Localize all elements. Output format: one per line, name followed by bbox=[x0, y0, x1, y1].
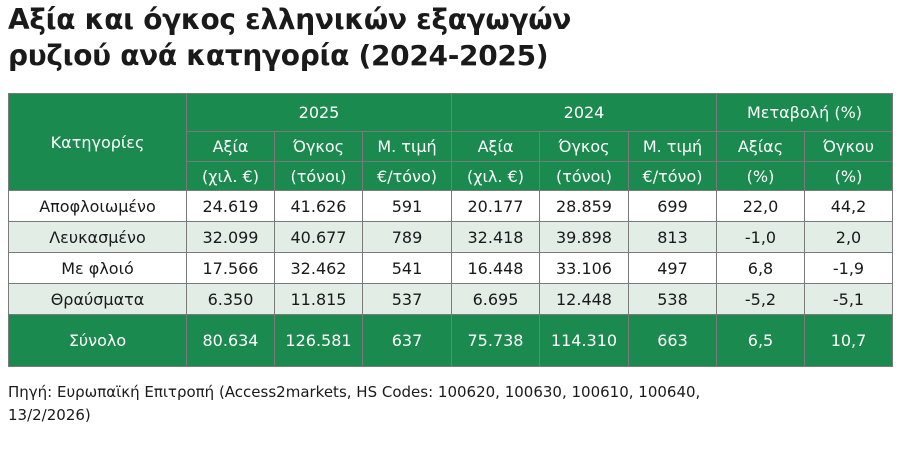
cell-2025-volume: 41.626 bbox=[274, 190, 363, 222]
row-category: Με φλοιό bbox=[8, 252, 187, 284]
header-change-value: Αξίας bbox=[716, 131, 805, 162]
header-2025-value: Αξία bbox=[186, 131, 275, 162]
cell-change-volume: 44,2 bbox=[803, 190, 894, 222]
cell-change-value: -5,2 bbox=[716, 283, 805, 315]
cell-2025-volume: 11.815 bbox=[274, 283, 363, 315]
cell-2025-value: 24.619 bbox=[186, 190, 275, 222]
cell-2025-price: 537 bbox=[362, 283, 452, 315]
source-line-2: 13/2/2026) bbox=[8, 406, 91, 424]
cell-2025-value: 6.350 bbox=[186, 283, 275, 315]
row-category: Θραύσματα bbox=[8, 283, 187, 315]
cell-2025-volume: 40.677 bbox=[274, 221, 363, 253]
cell-2025-value: 32.099 bbox=[186, 221, 275, 253]
total-2024-volume: 114.310 bbox=[539, 314, 629, 367]
cell-2025-price: 591 bbox=[362, 190, 452, 222]
source-line-1: Πηγή: Ευρωπαϊκή Επιτροπή (Access2markets… bbox=[8, 383, 701, 401]
unit-2025-value: (χιλ. €) bbox=[186, 161, 275, 191]
total-label: Σύνολο bbox=[8, 314, 187, 367]
total-2024-price: 663 bbox=[628, 314, 717, 367]
unit-2024-value: (χιλ. €) bbox=[451, 161, 540, 191]
page-title: Αξία και όγκος ελληνικών εξαγωγών ρυζιού… bbox=[8, 2, 898, 74]
unit-change-value: (%) bbox=[716, 161, 805, 191]
cell-2024-volume: 33.106 bbox=[539, 252, 629, 284]
total-2025-price: 637 bbox=[362, 314, 452, 367]
cell-2024-price: 497 bbox=[628, 252, 717, 284]
cell-2025-price: 789 bbox=[362, 221, 452, 253]
cell-2025-volume: 32.462 bbox=[274, 252, 363, 284]
cell-2024-value: 20.177 bbox=[451, 190, 540, 222]
cell-2024-price: 699 bbox=[628, 190, 717, 222]
cell-2024-value: 6.695 bbox=[451, 283, 540, 315]
total-row: Σύνολο 80.634 126.581 637 75.738 114.310… bbox=[8, 314, 894, 367]
total-change-volume: 10,7 bbox=[803, 314, 894, 367]
unit-2024-price: €/τόνο) bbox=[628, 161, 717, 191]
title-line-2: ρυζιού ανά κατηγορία (2024-2025) bbox=[8, 39, 549, 72]
cell-change-value: 22,0 bbox=[716, 190, 805, 222]
table-row: Θραύσματα 6.350 11.815 537 6.695 12.448 … bbox=[8, 283, 894, 315]
header-group-2025: 2025 bbox=[186, 93, 452, 132]
cell-change-volume: -1,9 bbox=[803, 252, 894, 284]
cell-2024-value: 32.418 bbox=[451, 221, 540, 253]
cell-2024-volume: 12.448 bbox=[539, 283, 629, 315]
title-line-1: Αξία και όγκος ελληνικών εξαγωγών bbox=[8, 3, 572, 36]
header-group-2024: 2024 bbox=[451, 93, 717, 132]
cell-change-volume: -5,1 bbox=[803, 283, 894, 315]
header-2025-price: Μ. τιμή bbox=[362, 131, 452, 162]
cell-2024-volume: 39.898 bbox=[539, 221, 629, 253]
header-category: Κατηγορίες bbox=[8, 93, 187, 191]
cell-2025-value: 17.566 bbox=[186, 252, 275, 284]
total-2025-value: 80.634 bbox=[186, 314, 275, 367]
table-row: Λευκασμένο 32.099 40.677 789 32.418 39.8… bbox=[8, 221, 894, 253]
cell-2024-price: 813 bbox=[628, 221, 717, 253]
header-change-volume: Όγκου bbox=[803, 131, 894, 162]
header-group-change: Μεταβολή (%) bbox=[715, 93, 894, 132]
header-2024-volume: Όγκος bbox=[539, 131, 629, 162]
cell-2024-volume: 28.859 bbox=[539, 190, 629, 222]
total-2024-value: 75.738 bbox=[451, 314, 540, 367]
row-category: Λευκασμένο bbox=[8, 221, 187, 253]
source-note: Πηγή: Ευρωπαϊκή Επιτροπή (Access2markets… bbox=[8, 381, 888, 427]
header-2024-value: Αξία bbox=[451, 131, 540, 162]
total-2025-volume: 126.581 bbox=[274, 314, 363, 367]
header-2024-price: Μ. τιμή bbox=[628, 131, 717, 162]
cell-2024-price: 538 bbox=[628, 283, 717, 315]
cell-change-value: -1,0 bbox=[716, 221, 805, 253]
table-row: Αποφλοιωμένο 24.619 41.626 591 20.177 28… bbox=[8, 190, 894, 222]
unit-2025-volume: (τόνοι) bbox=[274, 161, 363, 191]
cell-change-value: 6,8 bbox=[716, 252, 805, 284]
cell-2024-value: 16.448 bbox=[451, 252, 540, 284]
row-category: Αποφλοιωμένο bbox=[8, 190, 187, 222]
header-2025-volume: Όγκος bbox=[274, 131, 363, 162]
rice-exports-table: Κατηγορίες 2025 2024 Μεταβολή (%) Αξία Ό… bbox=[8, 93, 894, 367]
total-change-value: 6,5 bbox=[716, 314, 805, 367]
cell-change-volume: 2,0 bbox=[803, 221, 894, 253]
unit-2025-price: €/τόνο) bbox=[362, 161, 452, 191]
unit-change-volume: (%) bbox=[803, 161, 894, 191]
table-row: Με φλοιό 17.566 32.462 541 16.448 33.106… bbox=[8, 252, 894, 284]
cell-2025-price: 541 bbox=[362, 252, 452, 284]
unit-2024-volume: (τόνοι) bbox=[539, 161, 629, 191]
